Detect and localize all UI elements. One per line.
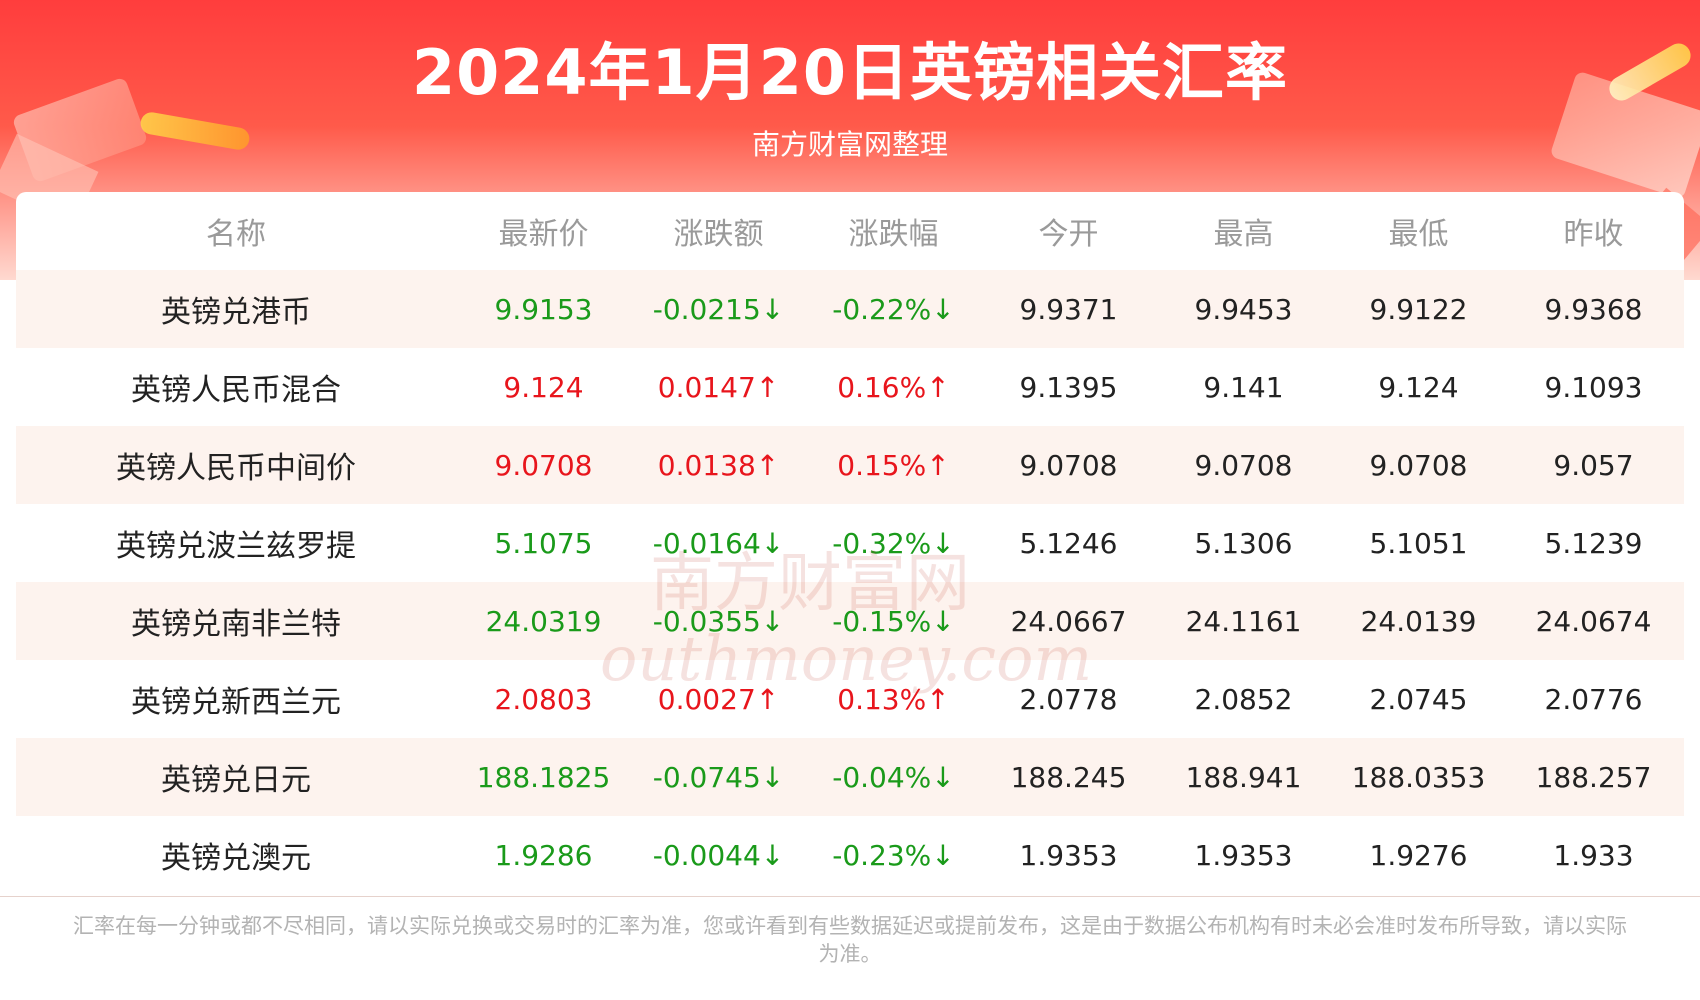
- table-row: 英镑兑南非兰特 24.0319 -0.0355↓ -0.15%↓ 24.0667 24.1…: [16, 582, 1684, 660]
- currency-name-cell: 英镑兑日元: [161, 763, 311, 798]
- prev-close-cell: 9.9368: [1544, 292, 1643, 326]
- column-header-change: 涨跌额: [673, 217, 764, 252]
- change-amount-cell: -0.0044↓: [652, 838, 785, 872]
- latest-price-cell: 9.124: [503, 370, 584, 404]
- prev-close-cell: 9.057: [1553, 448, 1634, 482]
- table-header: 名称 最新价 涨跌额 涨跌幅 今开 最高 最低 昨收: [16, 192, 1684, 270]
- table-row: 英镑兑澳元 1.9286 -0.0044↓ -0.23%↓ 1.9353 1.9353 1.…: [16, 816, 1684, 894]
- table-row: 英镑兑波兰兹罗提 5.1075 -0.0164↓ -0.32%↓ 5.1246 5.130…: [16, 504, 1684, 582]
- prev-close-cell: 2.0776: [1544, 682, 1643, 716]
- disclaimer-text: 汇率在每一分钟或都不尽相同，请以实际兑换或交易时的汇率为准，您或许看到有些数据延…: [73, 914, 1627, 966]
- table-row: 英镑兑日元 188.1825 -0.0745↓ -0.04%↓ 188.245 188.9…: [16, 738, 1684, 816]
- change-percent-cell: 0.13%↑: [837, 682, 950, 716]
- change-amount-cell: 0.0147↑: [657, 370, 780, 404]
- latest-price-cell: 5.1075: [494, 526, 593, 560]
- change-amount-cell: 0.0027↑: [657, 682, 780, 716]
- change-percent-cell: 0.16%↑: [837, 370, 950, 404]
- high-price-cell: 24.1161: [1185, 604, 1302, 638]
- table-row: 英镑人民币混合 9.124 0.0147↑ 0.16%↑ 9.1395 9.141 9.12…: [16, 348, 1684, 426]
- table-row: 英镑人民币中间价 9.0708 0.0138↑ 0.15%↑ 9.0708 9.0708 9…: [16, 426, 1684, 504]
- currency-name-cell: 英镑人民币混合: [131, 373, 341, 408]
- prev-close-cell: 188.257: [1535, 760, 1652, 794]
- change-percent-cell: -0.04%↓: [832, 760, 955, 794]
- low-price-cell: 9.9122: [1369, 292, 1468, 326]
- high-price-cell: 9.141: [1203, 370, 1284, 404]
- open-price-cell: 2.0778: [1019, 682, 1118, 716]
- latest-price-cell: 1.9286: [494, 838, 593, 872]
- low-price-cell: 24.0139: [1360, 604, 1477, 638]
- high-price-cell: 9.9453: [1194, 292, 1293, 326]
- low-price-cell: 9.124: [1378, 370, 1459, 404]
- low-price-cell: 2.0745: [1369, 682, 1468, 716]
- currency-name-cell: 英镑兑波兰兹罗提: [116, 529, 356, 564]
- open-price-cell: 188.245: [1010, 760, 1127, 794]
- high-price-cell: 188.941: [1185, 760, 1302, 794]
- column-header-name: 名称: [206, 217, 266, 252]
- column-header-change-pct: 涨跌幅: [848, 217, 939, 252]
- open-price-cell: 5.1246: [1019, 526, 1118, 560]
- currency-name-cell: 英镑兑港币: [161, 295, 311, 330]
- column-header-prev-close: 昨收: [1563, 217, 1624, 252]
- change-amount-cell: -0.0355↓: [652, 604, 785, 638]
- change-percent-cell: -0.23%↓: [832, 838, 955, 872]
- column-header-open: 今开: [1038, 217, 1099, 252]
- low-price-cell: 5.1051: [1369, 526, 1468, 560]
- change-amount-cell: -0.0745↓: [652, 760, 785, 794]
- high-price-cell: 1.9353: [1194, 838, 1293, 872]
- prev-close-cell: 9.1093: [1544, 370, 1643, 404]
- latest-price-cell: 24.0319: [485, 604, 602, 638]
- change-amount-cell: 0.0138↑: [657, 448, 780, 482]
- page-subtitle: 南方财富网整理: [751, 128, 948, 161]
- latest-price-cell: 9.9153: [494, 292, 593, 326]
- currency-name-cell: 英镑兑澳元: [161, 841, 311, 876]
- open-price-cell: 24.0667: [1010, 604, 1127, 638]
- open-price-cell: 1.9353: [1019, 838, 1118, 872]
- table-row: 英镑兑港币 9.9153 -0.0215↓ -0.22%↓ 9.9371 9.9453 9.…: [16, 270, 1684, 348]
- currency-name-cell: 英镑兑南非兰特: [131, 607, 341, 642]
- rate-table: 名称 最新价 涨跌额 涨跌幅 今开 最高 最低 昨收 英镑兑港币 9.9153 -0…: [16, 192, 1684, 898]
- table-row: 英镑兑新西兰元 2.0803 0.0027↑ 0.13%↑ 2.0778 2.0852 2.…: [16, 660, 1684, 738]
- low-price-cell: 188.0353: [1351, 760, 1486, 794]
- latest-price-cell: 188.1825: [476, 760, 611, 794]
- change-percent-cell: -0.15%↓: [832, 604, 955, 638]
- low-price-cell: 1.9276: [1369, 838, 1468, 872]
- prev-close-cell: 24.0674: [1535, 604, 1652, 638]
- low-price-cell: 9.0708: [1369, 448, 1468, 482]
- open-price-cell: 9.9371: [1019, 292, 1118, 326]
- change-percent-cell: -0.22%↓: [832, 292, 955, 326]
- open-price-cell: 9.1395: [1019, 370, 1118, 404]
- prev-close-cell: 5.1239: [1544, 526, 1643, 560]
- page-title: 2024年1月20日英镑相关汇率: [412, 36, 1288, 109]
- open-price-cell: 9.0708: [1019, 448, 1118, 482]
- column-header-high: 最高: [1213, 217, 1274, 252]
- column-header-low: 最低: [1388, 217, 1449, 252]
- column-header-latest: 最新价: [498, 217, 589, 252]
- high-price-cell: 5.1306: [1194, 526, 1293, 560]
- high-price-cell: 2.0852: [1194, 682, 1293, 716]
- change-percent-cell: -0.32%↓: [832, 526, 955, 560]
- high-price-cell: 9.0708: [1194, 448, 1293, 482]
- change-amount-cell: -0.0164↓: [652, 526, 785, 560]
- latest-price-cell: 9.0708: [494, 448, 593, 482]
- change-percent-cell: 0.15%↑: [837, 448, 950, 482]
- latest-price-cell: 2.0803: [494, 682, 593, 716]
- change-amount-cell: -0.0215↓: [652, 292, 785, 326]
- footer-divider: [0, 896, 1700, 897]
- currency-name-cell: 英镑兑新西兰元: [131, 685, 341, 720]
- currency-name-cell: 英镑人民币中间价: [116, 451, 356, 486]
- prev-close-cell: 1.933: [1553, 838, 1634, 872]
